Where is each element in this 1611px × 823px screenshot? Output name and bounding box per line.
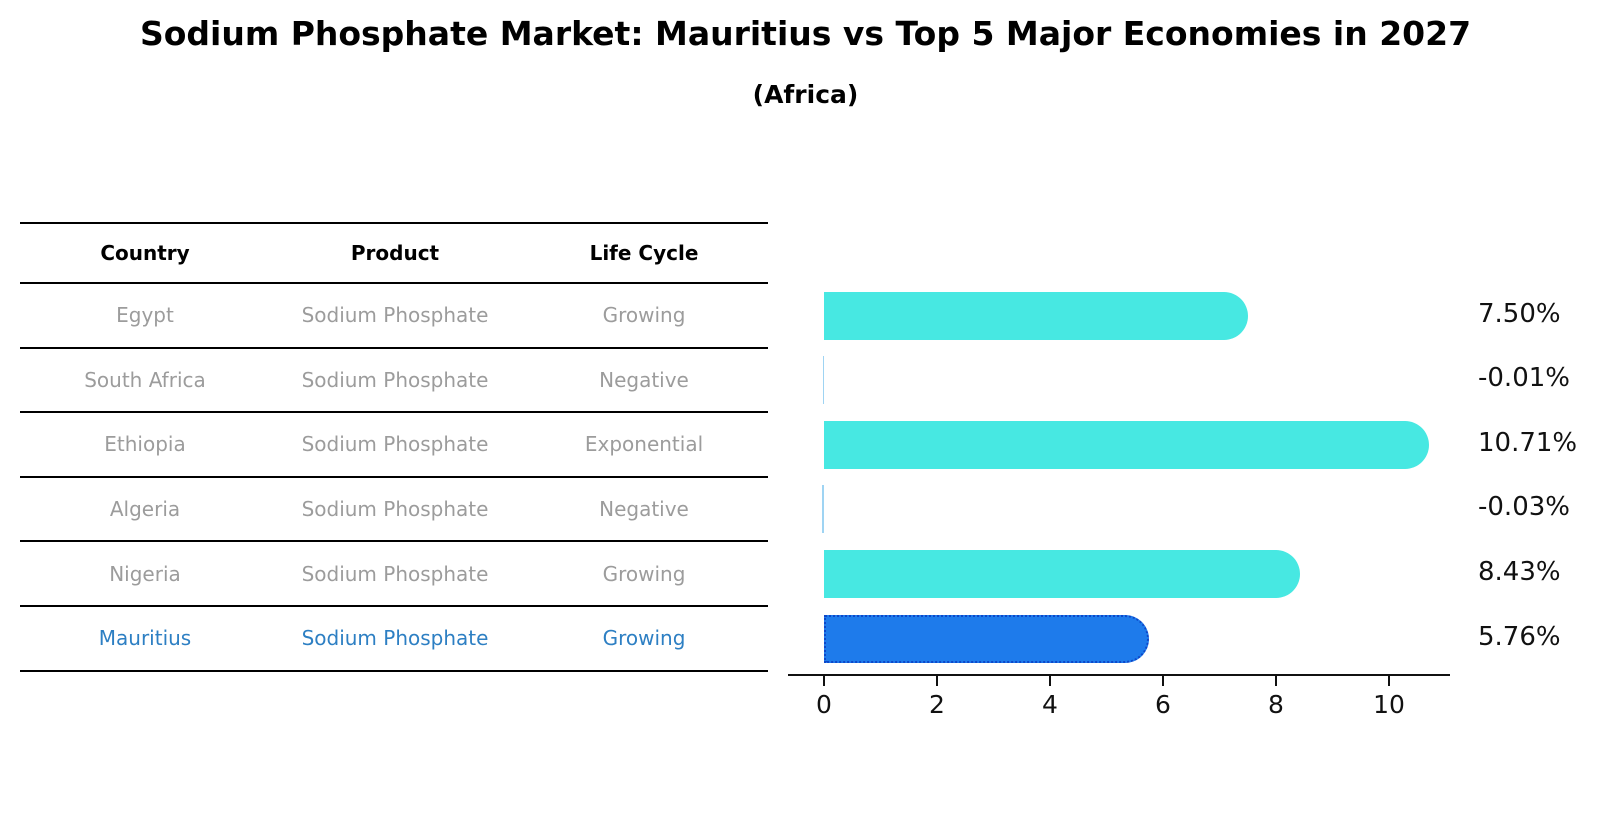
bar-ethiopia [824, 420, 1430, 469]
cell-life-cycle: Negative [599, 497, 689, 522]
table-row: Mauritius Sodium Phosphate Growing [20, 607, 768, 672]
cell-product: Sodium Phosphate [301, 303, 489, 328]
table-header-row: Country Product Life Cycle [20, 224, 768, 284]
x-axis-line [788, 674, 1450, 676]
x-axis-tick [1275, 676, 1277, 686]
cell-life-cycle: Exponential [584, 432, 704, 457]
value-label: -0.01% [1478, 363, 1570, 394]
cell-country: Egypt [116, 303, 174, 328]
x-axis-tick-label: 2 [929, 690, 945, 719]
bar-nigeria [824, 549, 1301, 598]
chart-title: Sodium Phosphate Market: Mauritius vs To… [139, 14, 1472, 53]
chart-subtitle: (Africa) [752, 80, 859, 109]
bar-mauritius [824, 614, 1150, 663]
cell-country: Mauritius [98, 626, 192, 651]
market-table-body: Egypt Sodium Phosphate Growing South Africa… [20, 284, 768, 672]
table-row: Egypt Sodium Phosphate Growing [20, 284, 768, 349]
cell-life-cycle: Growing [602, 626, 686, 651]
x-axis-tick [823, 676, 825, 686]
col-header-product: Product [350, 241, 440, 265]
table-row: South Africa Sodium Phosphate Negative [20, 349, 768, 414]
value-label: 8.43% [1478, 556, 1561, 587]
bar-south-africa [823, 356, 824, 405]
cell-life-cycle: Growing [602, 303, 686, 328]
x-axis-tick [1049, 676, 1051, 686]
value-label: 10.71% [1478, 427, 1578, 458]
cell-country: Ethiopia [104, 432, 186, 457]
x-axis-tick-label: 6 [1155, 690, 1171, 719]
col-header-life-cycle: Life Cycle [589, 241, 699, 265]
x-axis-tick [1162, 676, 1164, 686]
market-table: Country Product Life Cycle Egypt Sodium P… [20, 222, 768, 672]
x-axis-tick-label: 8 [1268, 690, 1284, 719]
cell-life-cycle: Growing [602, 561, 686, 586]
col-header-country: Country [100, 241, 190, 265]
cell-country: Algeria [109, 497, 181, 522]
x-axis-tick-label: 0 [816, 690, 832, 719]
x-axis-tick-label: 4 [1042, 690, 1058, 719]
bar-egypt [824, 291, 1248, 340]
x-axis-tick [936, 676, 938, 686]
cell-product: Sodium Phosphate [301, 432, 489, 457]
table-row: Nigeria Sodium Phosphate Growing [20, 542, 768, 607]
cell-product: Sodium Phosphate [301, 367, 489, 392]
bar-algeria [822, 485, 824, 534]
value-label: 7.50% [1478, 298, 1561, 329]
x-axis-tick [1388, 676, 1390, 686]
table-row: Algeria Sodium Phosphate Negative [20, 478, 768, 543]
value-label: 5.76% [1478, 621, 1561, 652]
cell-country: Nigeria [109, 561, 181, 586]
cell-product: Sodium Phosphate [301, 626, 489, 651]
cell-life-cycle: Negative [599, 367, 689, 392]
value-label: -0.03% [1478, 492, 1570, 523]
x-axis-tick-label: 10 [1373, 690, 1405, 719]
table-row: Ethiopia Sodium Phosphate Exponential [20, 413, 768, 478]
cell-product: Sodium Phosphate [301, 561, 489, 586]
cell-country: South Africa [84, 367, 206, 392]
cell-product: Sodium Phosphate [301, 497, 489, 522]
